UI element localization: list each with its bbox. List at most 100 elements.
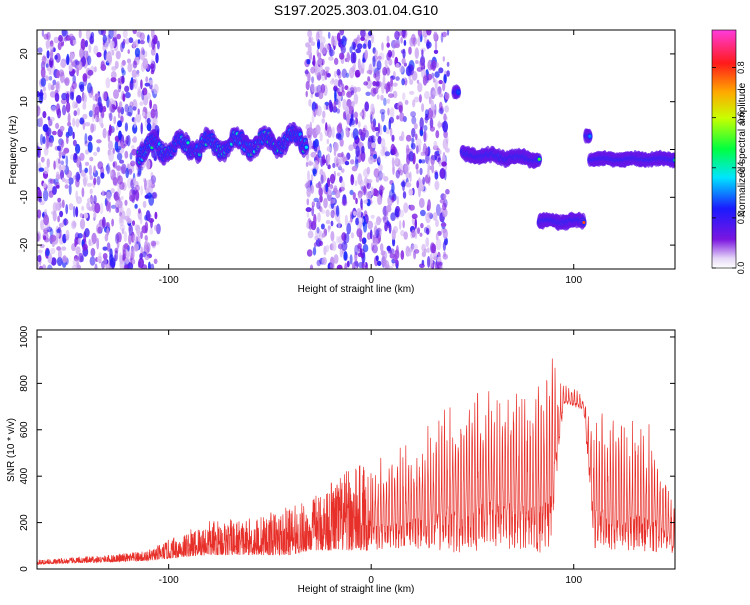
spectrogram-noise-blob	[435, 153, 441, 163]
spectrogram-noise-blob	[106, 163, 110, 175]
spectrogram-noise-blob	[307, 127, 314, 136]
spectrogram-noise-blob	[82, 174, 89, 185]
spectrogram-noise-blob	[76, 107, 80, 116]
spectrogram-noise-blob	[65, 55, 70, 66]
spectrogram-noise-blob	[317, 30, 323, 39]
spectrogram-noise-blob	[39, 243, 45, 249]
spectrogram-noise-blob	[389, 127, 393, 137]
spectrogram-noise-blob	[330, 209, 335, 219]
spectrogram-noise-blob	[416, 67, 423, 72]
spectrogram-noise-blob	[339, 247, 343, 258]
spectrogram-noise-blob	[116, 33, 121, 40]
spectrogram-noise-blob	[133, 243, 139, 252]
spectrogram-noise-blob	[327, 31, 331, 39]
spectrogram-noise-blob	[307, 170, 310, 182]
spectrogram-noise-blob	[376, 60, 382, 71]
spectrogram-noise-blob	[374, 49, 378, 58]
spectrogram-xtick-label: -100	[159, 275, 179, 286]
spectrogram-noise-blob	[364, 129, 369, 138]
spectrogram-noise-blob	[395, 63, 400, 68]
spectrogram-noise-blob	[308, 250, 313, 255]
spectrogram-noise-blob	[100, 172, 105, 179]
spectrogram-noise-blob	[345, 232, 350, 244]
spectrogram-noise-blob	[130, 247, 135, 259]
spectrogram-noise-blob	[377, 135, 382, 145]
spectrogram-noise-blob	[108, 150, 114, 162]
spectrogram-noise-blob	[57, 248, 62, 260]
spectrogram-noise-blob	[54, 92, 60, 103]
spectrogram-noise-blob	[414, 218, 417, 230]
spectrogram-noise-blob	[386, 98, 391, 104]
spectrogram-noise-blob	[140, 122, 143, 135]
spectrogram-noise-blob	[354, 251, 358, 262]
spectrogram-noise-blob	[128, 168, 133, 175]
spectrogram-noise-blob	[334, 57, 339, 65]
spectrogram-noise-blob	[358, 128, 363, 136]
spectrogram-noise-blob	[37, 209, 42, 218]
spectrogram-noise-blob	[146, 117, 151, 125]
spectrogram-noise-blob	[117, 112, 121, 119]
spectrogram-noise-blob	[422, 176, 426, 185]
spectrogram-noise-blob	[352, 128, 359, 140]
spectrogram-noise-blob	[311, 205, 315, 217]
spectrogram-noise-blob	[148, 179, 153, 189]
spectrogram-noise-blob	[71, 61, 76, 67]
spectrogram-noise-blob	[111, 218, 114, 227]
spectrogram-noise-blob	[145, 187, 150, 194]
spectrogram-noise-blob	[132, 41, 136, 48]
spectrogram-noise-blob	[123, 243, 129, 250]
spectrogram-noise-blob	[118, 85, 122, 90]
spectrogram-noise-blob	[153, 83, 159, 95]
spectrogram-noise-blob	[367, 179, 373, 184]
spectrogram-noise-blob	[327, 225, 331, 230]
spectrogram-noise-blob	[305, 161, 309, 168]
spectrogram-noise-blob	[437, 120, 441, 129]
spectrogram-noise-blob	[58, 69, 65, 77]
spectrogram-noise-blob	[133, 73, 140, 78]
spectrogram-noise-blob	[427, 211, 432, 218]
spectrogram-noise-blob	[319, 195, 323, 203]
spectrogram-noise-blob	[96, 176, 101, 186]
spectrogram-noise-blob	[108, 101, 112, 112]
spectrogram-noise-blob	[392, 164, 395, 175]
spectrogram-noise-blob	[333, 85, 338, 92]
spectrogram-noise-blob	[321, 233, 326, 238]
spectrogram-noise-blob	[72, 205, 76, 218]
spectrogram-noise-blob	[148, 218, 155, 223]
spectrogram-noise-blob	[102, 91, 108, 101]
spectrogram-noise-blob	[141, 111, 146, 117]
spectrogram-noise-blob	[310, 93, 314, 99]
spectrogram-noise-blob	[49, 43, 55, 52]
spectrogram-noise-blob	[311, 76, 315, 84]
spectrogram-noise-blob	[105, 77, 111, 89]
spectrogram-noise-blob	[101, 189, 105, 197]
spectrogram-noise-blob	[96, 52, 102, 58]
spectrogram-noise-blob	[116, 165, 122, 172]
spectrogram-noise-blob	[376, 94, 380, 100]
spectrogram-noise-blob	[137, 86, 142, 95]
spectrogram-noise-blob	[42, 182, 47, 189]
spectrogram-noise-blob	[42, 86, 47, 92]
spectrogram-noise-blob	[126, 207, 132, 218]
spectrogram-noise-blob	[325, 122, 328, 131]
spectrogram-noise-blob	[40, 66, 46, 79]
spectrogram-noise-blob	[388, 265, 394, 269]
spectrogram-noise-blob	[358, 217, 365, 224]
spectrogram-noise-blob	[349, 46, 353, 54]
spectrogram-noise-blob	[48, 68, 51, 76]
spectrogram-noise-blob	[57, 215, 60, 223]
spectrogram-ridge-core	[582, 220, 586, 225]
spectrogram-ridge-core	[456, 90, 460, 94]
spectrogram-noise-blob	[331, 35, 335, 47]
spectrogram-noise-blob	[355, 197, 358, 205]
spectrogram-noise-blob	[367, 220, 374, 230]
spectrogram-noise-blob	[126, 218, 132, 224]
spectrogram-noise-blob	[91, 111, 95, 123]
spectrogram-noise-blob	[338, 164, 342, 170]
spectrogram-noise-blob	[115, 233, 120, 245]
spectrogram-noise-blob	[318, 240, 324, 247]
spectrogram-noise-blob	[96, 146, 101, 153]
spectrogram-noise-blob	[405, 144, 410, 154]
spectrogram-noise-blob	[375, 176, 380, 183]
spectrogram-noise-blob	[50, 49, 54, 58]
